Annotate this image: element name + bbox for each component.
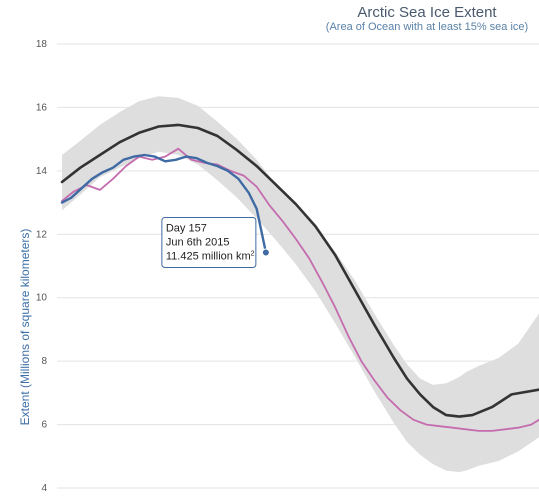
tooltip-day: Day 157: [166, 223, 207, 235]
y-tick-label-8: 8: [41, 356, 47, 367]
y-tick-label-16: 16: [36, 102, 48, 113]
y-tick-label-10: 10: [36, 293, 48, 304]
tooltip-date: Jun 6th 2015: [166, 237, 230, 249]
series-line-mean: [60, 123, 539, 418]
tooltip-unit-superscript: 2: [251, 251, 255, 258]
plot-area: [60, 96, 539, 473]
hover-point-marker[interactable]: [261, 248, 270, 257]
std-dev-band: [62, 96, 539, 473]
y-tick-label-14: 14: [36, 166, 48, 177]
y-axis-label: Extent (Millions of square kilometers): [18, 229, 32, 426]
tooltip-value-text: 11.425 million km: [166, 251, 251, 263]
tooltip-box: [161, 217, 257, 269]
series-line-y2014: [61, 147, 539, 432]
y-tick-label-4: 4: [41, 483, 47, 494]
y-tick-label-18: 18: [36, 39, 48, 50]
y-tick-label-12: 12: [36, 229, 48, 240]
tooltip: Day 157 Jun 6th 2015 11.425 million km2: [161, 217, 257, 269]
y-axis-ticks: 4 6 8 10 12 14 16 18: [36, 39, 48, 494]
y-tick-label-6: 6: [41, 420, 47, 431]
series-line-y2015: [60, 153, 268, 254]
chart-subtitle: (Area of Ocean with at least 15% sea ice…: [326, 21, 528, 33]
chart-title: Arctic Sea Ice Extent: [357, 4, 497, 21]
tooltip-value: 11.425 million km2: [166, 251, 255, 263]
